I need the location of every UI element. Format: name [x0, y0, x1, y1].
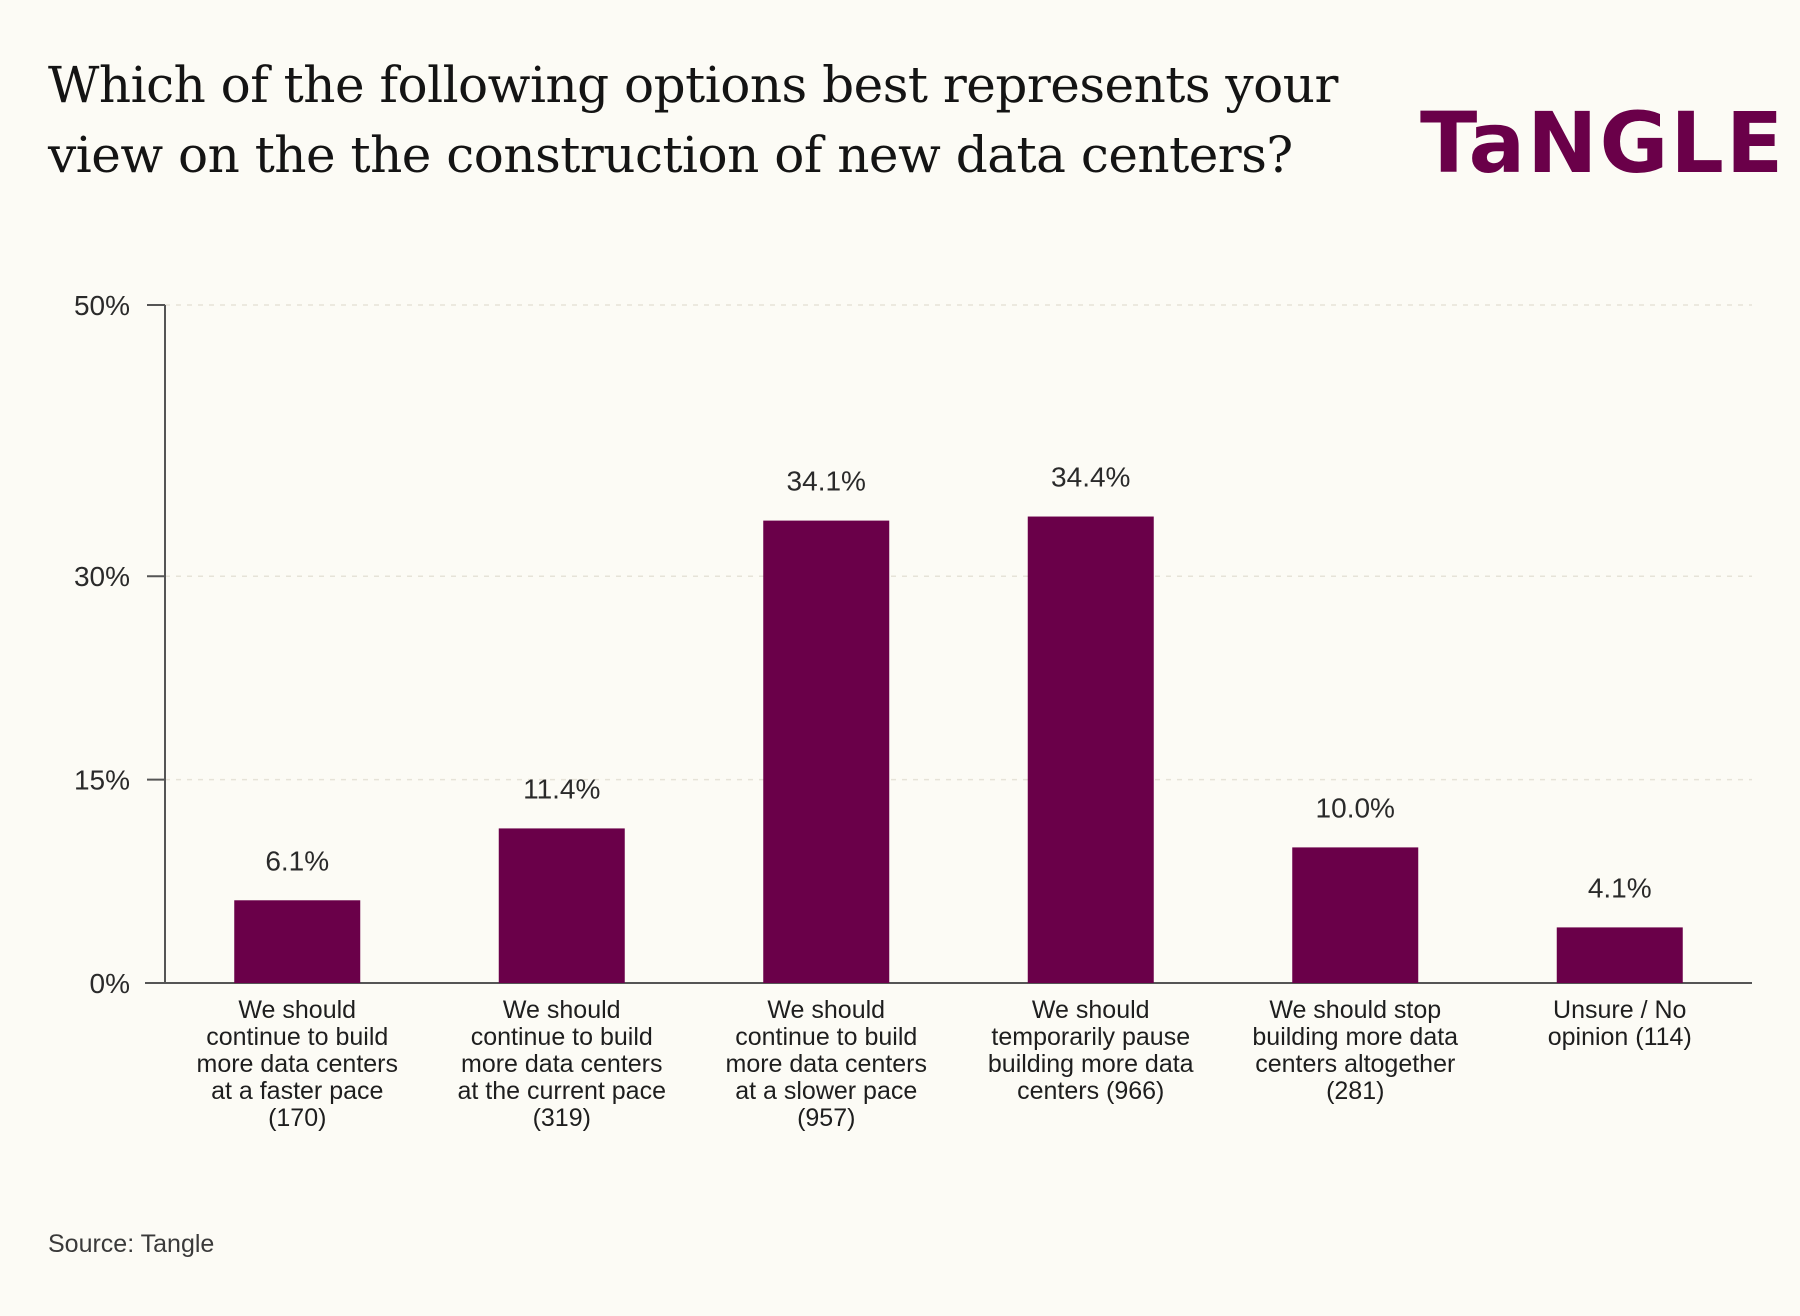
y-tick-label: 50%	[74, 290, 130, 321]
source-note: Source: Tangle	[48, 1230, 215, 1258]
bar[interactable]	[498, 828, 625, 983]
y-tick-label: 15%	[74, 765, 130, 796]
bar-value-label: 34.1%	[787, 466, 866, 497]
y-tick-label: 0%	[90, 968, 130, 999]
bar[interactable]	[1027, 516, 1154, 983]
category-label: Unsure / No opinion (114)	[1548, 996, 1692, 1051]
grid-lines	[165, 304, 1752, 781]
bar-value-label: 10.0%	[1316, 792, 1395, 823]
category-label: We should continue to build more data cent…	[458, 996, 666, 1132]
y-tick-label: 30%	[74, 561, 130, 592]
bar[interactable]	[1556, 927, 1683, 983]
axes	[145, 304, 1752, 984]
category-label: We should continue to build more data cent…	[197, 996, 399, 1132]
category-label: We should stop building more data centers …	[1252, 996, 1458, 1105]
bar[interactable]	[234, 900, 361, 983]
bar-value-label: 11.4%	[523, 773, 600, 804]
bar-value-label: 34.4%	[1051, 462, 1130, 493]
chart-title: Which of the following options best repr…	[48, 56, 1338, 184]
bar-value-label: 6.1%	[265, 845, 329, 876]
bar[interactable]	[763, 520, 890, 983]
bar[interactable]	[1292, 847, 1419, 983]
bar-value-label: 4.1%	[1588, 872, 1652, 903]
labels: 0% 15% 30% 50% 6.1% We should continue to buil…	[74, 290, 1692, 1132]
category-label: We should continue to build more data cent…	[726, 996, 928, 1132]
category-label: We should temporarily pause building more …	[988, 996, 1194, 1105]
bars	[234, 516, 1683, 983]
